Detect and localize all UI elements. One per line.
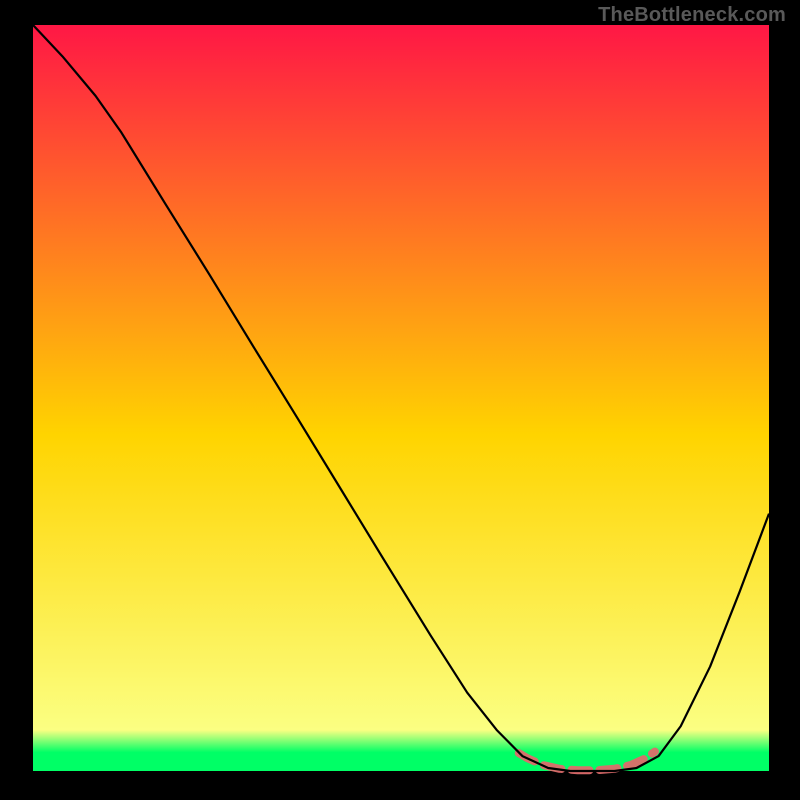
bottleneck-chart xyxy=(0,0,800,800)
chart-container: TheBottleneck.com xyxy=(0,0,800,800)
plot-background xyxy=(33,25,769,771)
